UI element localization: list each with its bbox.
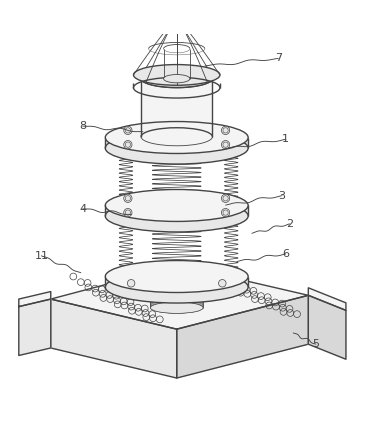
Polygon shape	[105, 277, 248, 287]
Circle shape	[124, 126, 132, 135]
Ellipse shape	[105, 200, 248, 232]
Text: 1: 1	[282, 134, 289, 144]
Polygon shape	[19, 292, 51, 307]
Polygon shape	[308, 295, 346, 359]
Circle shape	[221, 126, 230, 135]
Text: 5: 5	[312, 339, 319, 349]
Ellipse shape	[139, 66, 214, 88]
Ellipse shape	[105, 122, 248, 154]
Polygon shape	[105, 206, 248, 216]
Ellipse shape	[150, 302, 203, 313]
Polygon shape	[308, 288, 346, 310]
Text: 8: 8	[79, 121, 86, 131]
Text: 11: 11	[34, 251, 49, 261]
Polygon shape	[177, 295, 308, 378]
Circle shape	[127, 280, 135, 287]
Ellipse shape	[141, 69, 212, 87]
Text: 3: 3	[279, 190, 285, 201]
Circle shape	[124, 209, 132, 217]
Text: 2: 2	[286, 219, 293, 229]
Ellipse shape	[164, 75, 190, 83]
Text: 7: 7	[275, 53, 282, 63]
Polygon shape	[19, 299, 51, 356]
Ellipse shape	[105, 271, 248, 303]
Polygon shape	[51, 299, 177, 378]
Ellipse shape	[133, 64, 220, 85]
Circle shape	[221, 194, 230, 202]
Text: 6: 6	[282, 249, 289, 259]
Circle shape	[221, 140, 230, 149]
Polygon shape	[105, 138, 248, 148]
Polygon shape	[51, 265, 308, 329]
Ellipse shape	[105, 190, 248, 222]
Ellipse shape	[105, 132, 248, 164]
Circle shape	[221, 209, 230, 217]
Circle shape	[124, 194, 132, 202]
Ellipse shape	[168, 14, 185, 19]
Circle shape	[218, 280, 226, 287]
Ellipse shape	[105, 261, 248, 293]
Polygon shape	[141, 79, 212, 137]
Circle shape	[124, 140, 132, 149]
Text: 4: 4	[79, 204, 86, 214]
